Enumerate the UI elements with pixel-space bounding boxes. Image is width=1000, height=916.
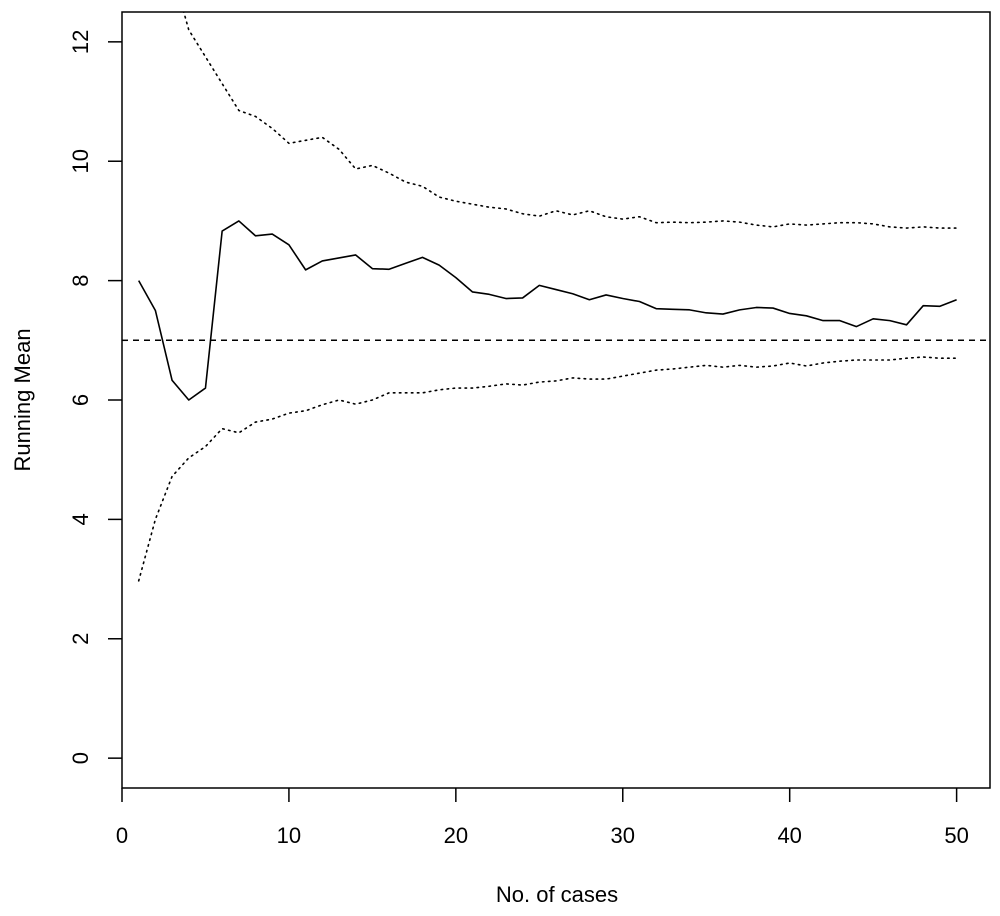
x-tick-label: 40	[777, 823, 801, 848]
x-tick-label: 50	[944, 823, 968, 848]
series-line-lower-bound	[137, 356, 958, 582]
y-tick-label: 4	[68, 513, 93, 525]
y-axis-label: Running Mean	[10, 328, 35, 471]
y-axis: 0 2 4 6 8 10 12	[68, 30, 122, 764]
x-tick-label: 0	[116, 823, 128, 848]
y-tick-label: 0	[68, 752, 93, 764]
series-line-upper-bound	[182, 12, 958, 229]
x-axis-label: No. of cases	[496, 882, 618, 907]
series-layer	[122, 12, 990, 582]
series-line-running-mean	[137, 220, 957, 401]
x-tick-label: 20	[444, 823, 468, 848]
plot-frame	[121, 11, 991, 789]
y-tick-label: 6	[68, 394, 93, 406]
y-tick-label: 10	[68, 149, 93, 173]
y-tick-label: 12	[68, 30, 93, 54]
y-tick-label: 8	[68, 274, 93, 286]
x-tick-label: 30	[611, 823, 635, 848]
x-axis: 0 10 20 30 40 50	[116, 788, 969, 848]
x-tick-label: 10	[277, 823, 301, 848]
y-tick-label: 2	[68, 633, 93, 645]
